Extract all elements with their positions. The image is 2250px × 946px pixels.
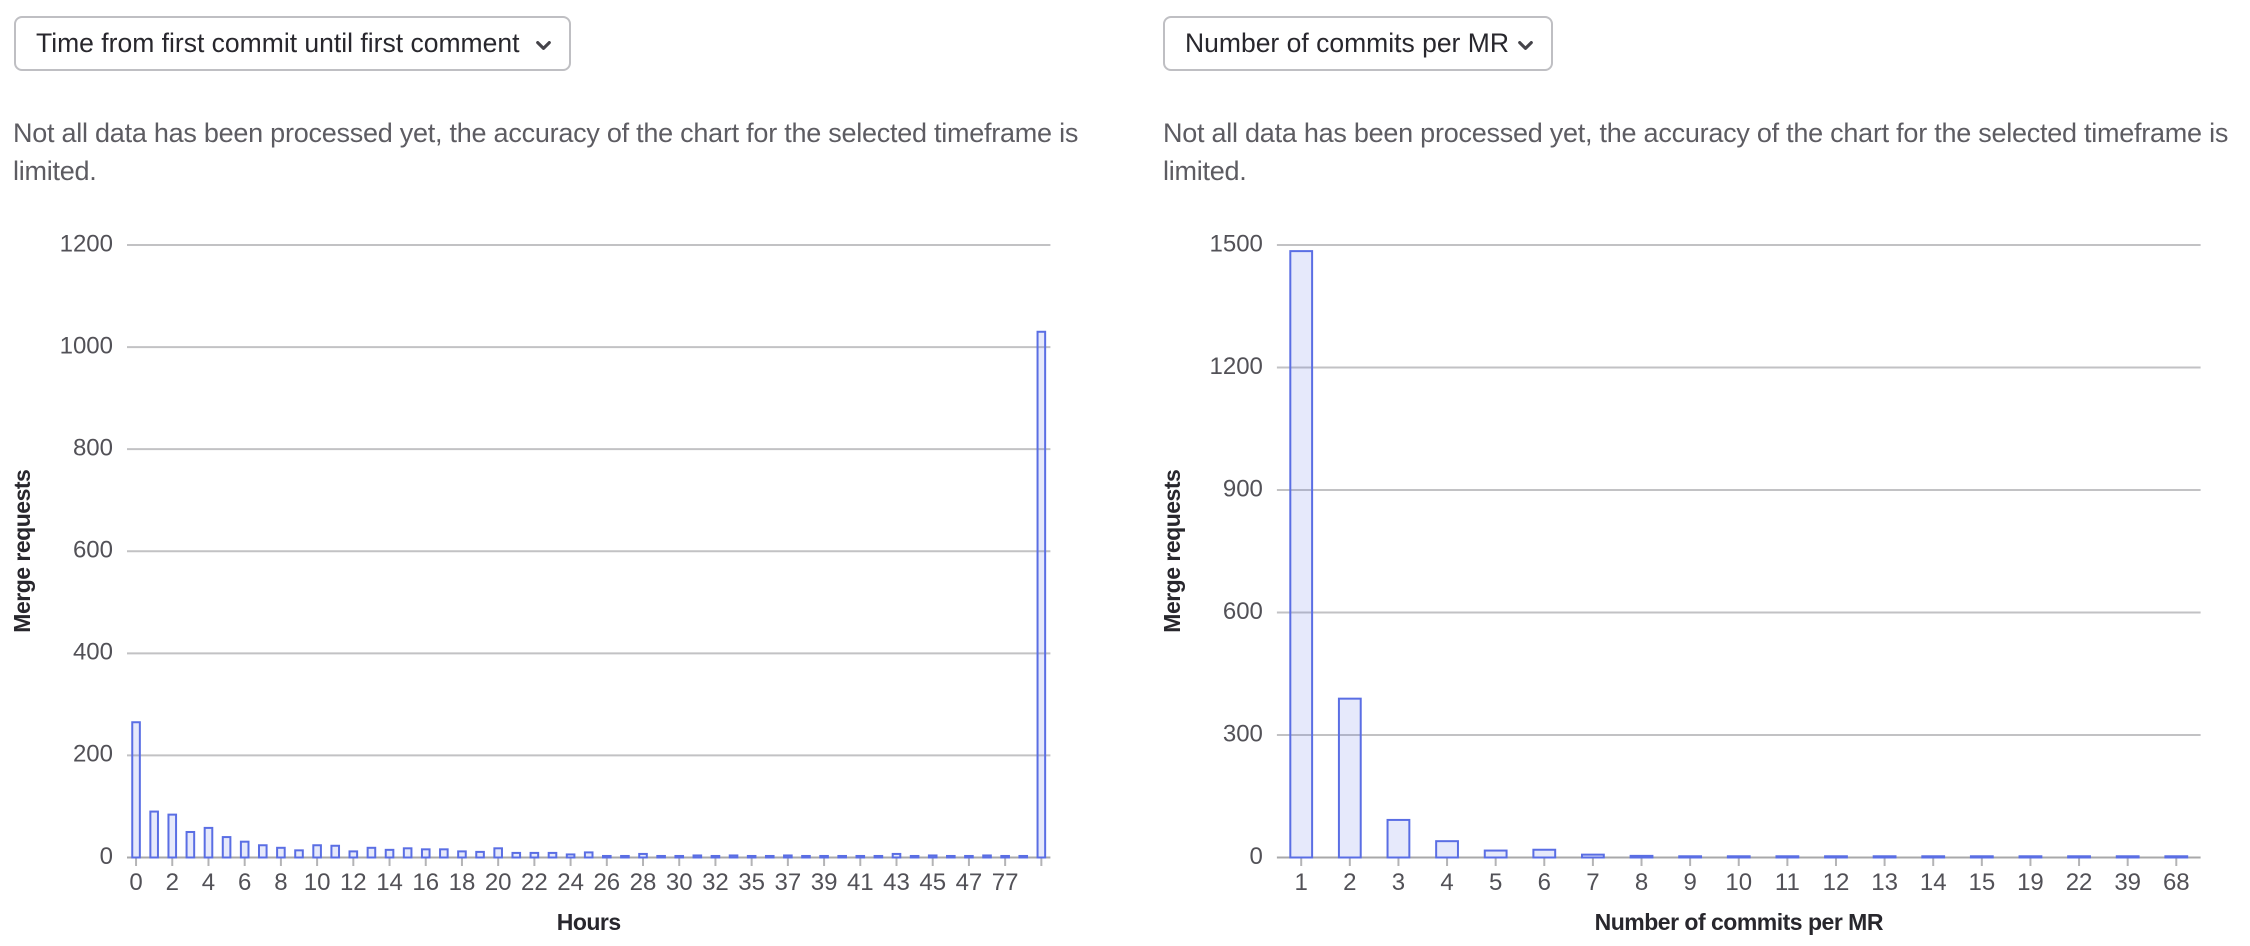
svg-text:300: 300	[1223, 720, 1263, 747]
svg-text:10: 10	[304, 869, 331, 896]
svg-text:35: 35	[738, 869, 765, 896]
svg-text:68: 68	[2163, 869, 2190, 896]
svg-text:7: 7	[1586, 869, 1599, 896]
svg-text:11: 11	[1775, 869, 1800, 896]
svg-text:200: 200	[73, 741, 113, 768]
svg-text:30: 30	[666, 869, 693, 896]
svg-text:0: 0	[100, 843, 113, 870]
svg-text:18: 18	[449, 869, 476, 896]
svg-text:2: 2	[166, 869, 179, 896]
svg-text:13: 13	[1871, 869, 1898, 896]
svg-text:9: 9	[1683, 869, 1696, 896]
svg-text:400: 400	[73, 639, 113, 666]
svg-text:14: 14	[1920, 869, 1947, 896]
svg-text:12: 12	[1823, 869, 1850, 896]
svg-text:15: 15	[1968, 869, 1995, 896]
svg-text:1500: 1500	[1210, 230, 1263, 257]
svg-text:Merge requests: Merge requests	[1159, 470, 1185, 633]
svg-text:5: 5	[1489, 869, 1502, 896]
svg-text:600: 600	[1223, 598, 1263, 625]
svg-text:1000: 1000	[60, 332, 113, 359]
svg-text:16: 16	[412, 869, 439, 896]
svg-text:10: 10	[1725, 869, 1752, 896]
svg-text:41: 41	[847, 869, 874, 896]
svg-text:2: 2	[1343, 869, 1356, 896]
svg-text:39: 39	[2114, 869, 2141, 896]
svg-text:22: 22	[2066, 869, 2093, 896]
svg-text:14: 14	[376, 869, 403, 896]
svg-text:39: 39	[811, 869, 838, 896]
svg-text:1: 1	[1295, 869, 1308, 896]
svg-text:1200: 1200	[60, 230, 113, 257]
svg-text:3: 3	[1392, 869, 1405, 896]
svg-text:0: 0	[129, 869, 142, 896]
svg-text:45: 45	[919, 869, 946, 896]
svg-text:Merge requests: Merge requests	[9, 470, 35, 633]
svg-text:20: 20	[485, 869, 512, 896]
svg-text:28: 28	[630, 869, 657, 896]
svg-text:6: 6	[238, 869, 251, 896]
svg-text:26: 26	[593, 869, 620, 896]
svg-text:Number of commits per MR: Number of commits per MR	[1595, 909, 1884, 935]
svg-text:43: 43	[883, 869, 910, 896]
svg-text:22: 22	[521, 869, 548, 896]
svg-text:8: 8	[274, 869, 287, 896]
svg-text:47: 47	[956, 869, 983, 896]
svg-text:8: 8	[1635, 869, 1648, 896]
svg-text:6: 6	[1538, 869, 1551, 896]
svg-text:1200: 1200	[1210, 353, 1263, 380]
svg-text:800: 800	[73, 434, 113, 461]
svg-text:24: 24	[557, 869, 584, 896]
svg-text:77: 77	[992, 869, 1019, 896]
svg-text:4: 4	[1440, 869, 1453, 896]
svg-text:Hours: Hours	[557, 909, 621, 935]
svg-text:19: 19	[2017, 869, 2044, 896]
svg-text:37: 37	[775, 869, 802, 896]
svg-text:600: 600	[73, 537, 113, 564]
svg-text:4: 4	[202, 869, 215, 896]
svg-text:12: 12	[340, 869, 367, 896]
svg-text:900: 900	[1223, 475, 1263, 502]
svg-text:32: 32	[702, 869, 729, 896]
svg-text:0: 0	[1250, 843, 1263, 870]
